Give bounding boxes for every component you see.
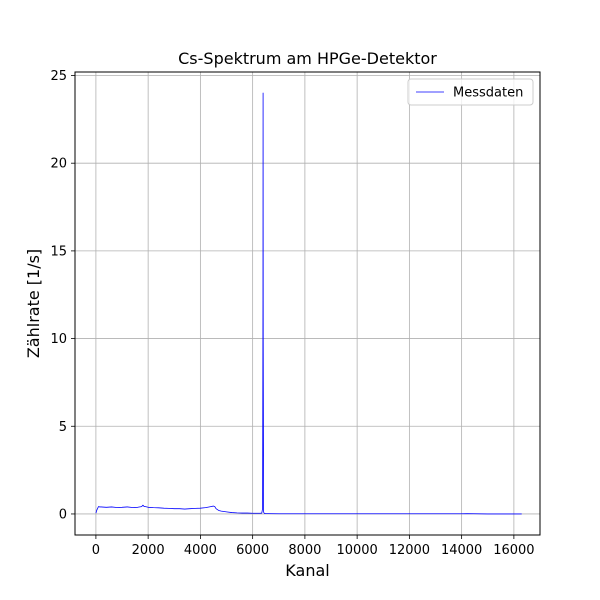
- x-tick-label: 12000: [389, 543, 430, 558]
- y-tick-label: 15: [50, 244, 67, 259]
- x-tick-label: 14000: [441, 543, 482, 558]
- x-axis-label: Kanal: [285, 561, 329, 580]
- tick-layer: 0 2000 4000 6000 8000 10000 12000 14000 16000 0 5 1…: [50, 69, 534, 558]
- series-line-messdaten: [95, 92, 522, 515]
- x-tick-label: 2000: [132, 543, 165, 558]
- y-tick-label: 20: [50, 157, 67, 172]
- x-tick-label: 6000: [236, 543, 269, 558]
- y-tick-label: 5: [59, 420, 67, 435]
- plot-frame: [74, 71, 541, 536]
- x-tick-label: 0: [92, 543, 100, 558]
- series-layer: [95, 92, 522, 515]
- x-tick-label: 4000: [184, 543, 217, 558]
- y-tick-label: 10: [50, 332, 67, 347]
- y-tick-label: 0: [59, 507, 67, 522]
- x-tick-label: 16000: [493, 543, 534, 558]
- y-axis-label: Zählrate [1/s]: [24, 249, 43, 358]
- y-tick-label: 25: [50, 69, 67, 84]
- legend: Messdaten: [407, 78, 534, 106]
- legend-entry-messdaten: Messdaten: [453, 86, 523, 101]
- chart-title: Cs-Spektrum am HPGe-Detektor: [178, 49, 437, 68]
- x-tick-label: 8000: [288, 543, 321, 558]
- legend-box: [407, 78, 534, 106]
- x-tick-label: 10000: [336, 543, 377, 558]
